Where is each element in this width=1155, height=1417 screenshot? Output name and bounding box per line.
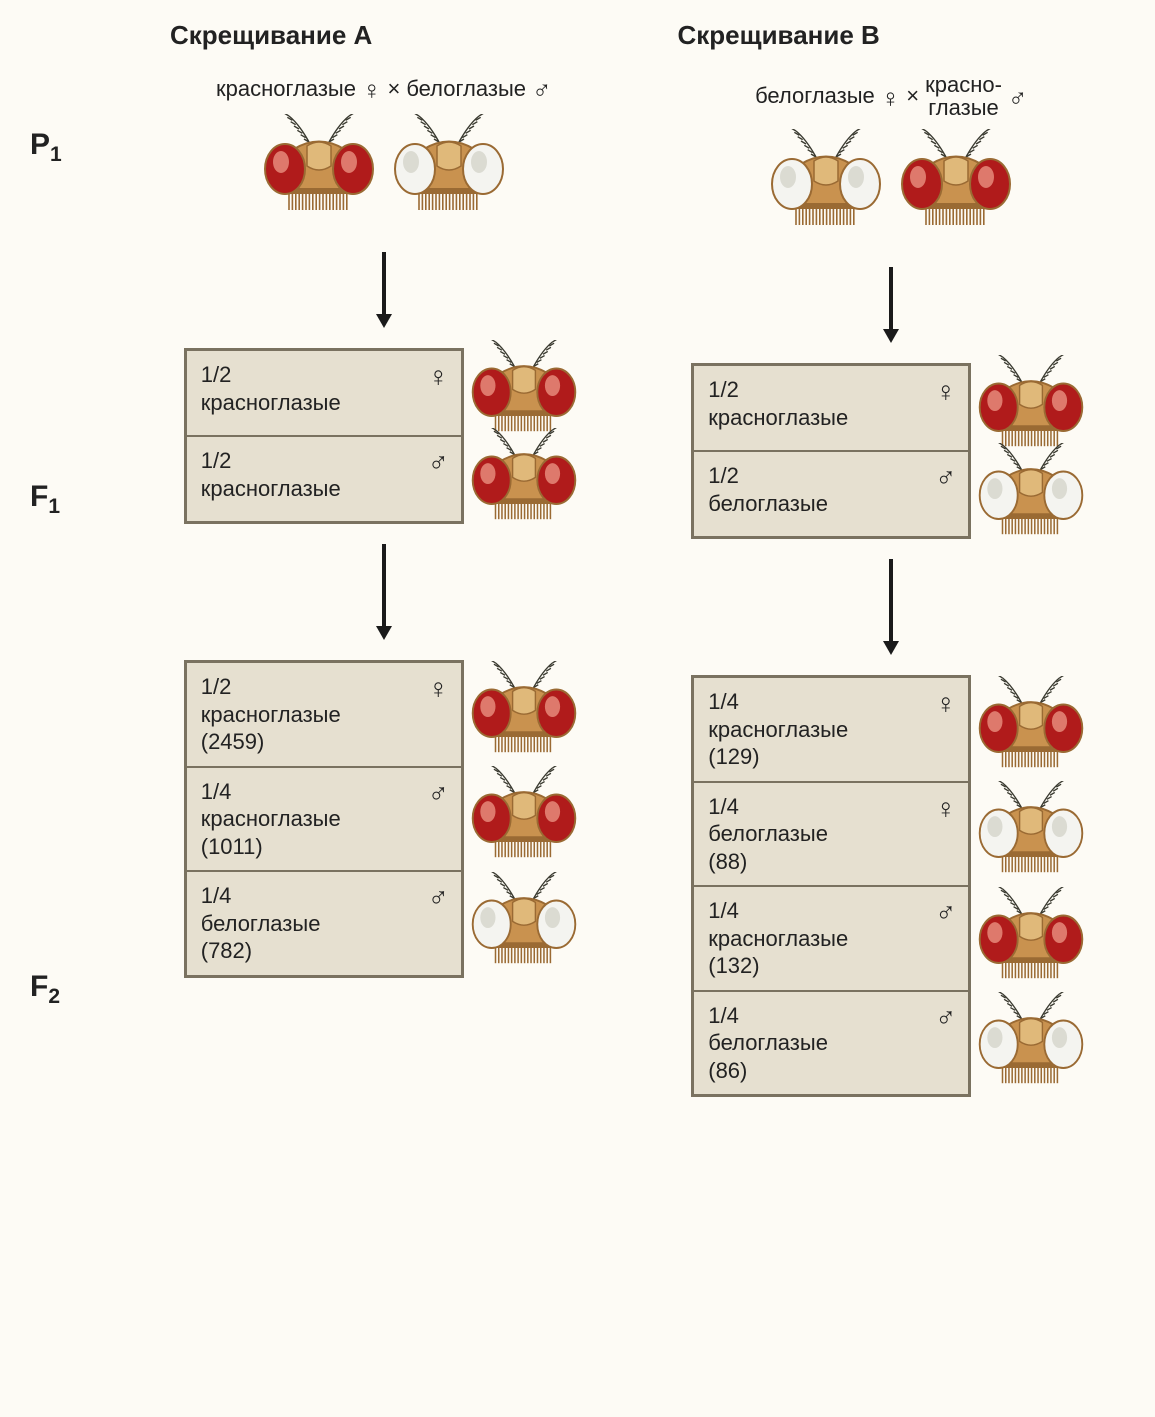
male-symbol-icon: ♂: [935, 895, 956, 930]
cross-a-f2-wrap: 1/2красноглазые(2459)♀1/4красноглазые(10…: [184, 660, 584, 978]
cross-b-p1-flies: [766, 129, 1016, 239]
generation-label-f1: F1: [30, 480, 60, 519]
cross-symbol: ×: [387, 76, 400, 102]
cross-b-f2-table: 1/4красноглазые(129)♀1/4белоглазые(88)♀1…: [691, 675, 971, 1097]
result-cell: 1/2красноглазые♀: [693, 365, 969, 451]
male-symbol-icon: ♂: [532, 75, 552, 106]
genetics-cross-diagram: P1 F1 F2 Скрещивание A красноглазые ♀ × …: [30, 20, 1125, 1097]
female-symbol-icon: ♀: [935, 686, 956, 721]
male-symbol-icon: ♂: [1008, 83, 1028, 114]
cross-b-f1-wrap: 1/2красноглазые♀1/2белоглазые♂: [691, 363, 1091, 539]
cross-b-f2-wrap: 1/4красноглазые(129)♀1/4белоглазые(88)♀1…: [691, 675, 1091, 1097]
generation-labels-column: P1 F1 F2: [30, 20, 90, 1097]
male-symbol-icon: ♂: [935, 1000, 956, 1035]
cross-a-column: Скрещивание A красноглазые ♀ × белоглазы…: [150, 20, 618, 1097]
fly-icon: [971, 992, 1091, 1097]
fly-icon: [971, 675, 1091, 780]
result-cell: 1/2красноглазые♀: [186, 350, 462, 436]
fly-icon: [464, 872, 584, 977]
fly-icon: [464, 660, 584, 765]
male-symbol-icon: ♂: [935, 460, 956, 495]
cross-a-p1-female-label: красноглазые: [216, 76, 356, 102]
fly-column: [464, 348, 584, 524]
cross-b-p1-line: белоглазые ♀ × красно- глазые ♂: [755, 73, 1027, 119]
fly-icon: [766, 129, 886, 239]
fly-head-icon: [974, 781, 1088, 886]
cross-a-p1-male-label: белоглазые: [406, 76, 526, 102]
fly-icon: [259, 114, 379, 224]
fly-icon: [389, 114, 509, 224]
cross-symbol: ×: [906, 83, 919, 109]
fly-head-icon: [467, 872, 581, 977]
cross-b-p1-male-label: красно- глазые: [925, 73, 1002, 119]
female-symbol-icon: ♀: [428, 671, 449, 706]
fly-icon: [971, 364, 1091, 450]
cross-a-f1-wrap: 1/2красноглазые♀1/2красноглазые♂: [184, 348, 584, 524]
cross-b-column: Скрещивание B белоглазые ♀ × красно- гла…: [658, 20, 1126, 1097]
result-cell: 1/4красноглазые(132)♂: [693, 886, 969, 991]
female-symbol-icon: ♀: [362, 75, 382, 106]
fly-column: [464, 660, 584, 978]
result-cell: 1/2белоглазые♂: [693, 451, 969, 537]
result-cell: 1/2красноглазые(2459)♀: [186, 662, 462, 767]
female-symbol-icon: ♀: [935, 374, 956, 409]
fly-head-icon: [259, 114, 379, 224]
male-symbol-icon: ♂: [428, 445, 449, 480]
arrow-down-icon: [372, 542, 396, 642]
female-symbol-icon: ♀: [881, 83, 901, 114]
fly-icon: [971, 452, 1091, 538]
generation-label-f2: F2: [30, 970, 60, 1009]
arrow-down-icon: [372, 250, 396, 330]
result-cell: 1/4белоглазые(86)♂: [693, 991, 969, 1096]
fly-icon: [464, 437, 584, 523]
fly-head-icon: [389, 114, 509, 224]
male-symbol-icon: ♂: [428, 880, 449, 915]
cross-a-p1-flies: [259, 114, 509, 224]
fly-column: [971, 675, 1091, 1097]
fly-icon: [464, 766, 584, 871]
generation-label-p1: P1: [30, 128, 62, 167]
cross-b-title: Скрещивание B: [678, 20, 880, 51]
cross-b-p1-female-label: белоглазые: [755, 83, 875, 109]
fly-head-icon: [766, 129, 886, 239]
cross-a-p1-line: красноглазые ♀ × белоглазые ♂: [216, 73, 552, 104]
cross-a-title: Скрещивание A: [170, 20, 372, 51]
cross-a-f1-table: 1/2красноглазые♀1/2красноглазые♂: [184, 348, 464, 524]
fly-icon: [971, 886, 1091, 991]
result-cell: 1/2красноглазые♂: [186, 436, 462, 522]
result-cell: 1/4белоглазые(88)♀: [693, 782, 969, 887]
fly-head-icon: [974, 443, 1088, 548]
female-symbol-icon: ♀: [428, 359, 449, 394]
arrow-down-icon: [879, 265, 903, 345]
result-cell: 1/4белоглазые(782)♂: [186, 871, 462, 976]
fly-head-icon: [467, 766, 581, 871]
result-cell: 1/4красноглазые(129)♀: [693, 677, 969, 782]
fly-head-icon: [974, 887, 1088, 992]
cross-b-f1-table: 1/2красноглазые♀1/2белоглазые♂: [691, 363, 971, 539]
result-cell: 1/4красноглазые(1011)♂: [186, 767, 462, 872]
cross-columns: Скрещивание A красноглазые ♀ × белоглазы…: [150, 20, 1125, 1097]
cross-a-f2-table: 1/2красноглазые(2459)♀1/4красноглазые(10…: [184, 660, 464, 978]
arrow-down-icon: [879, 557, 903, 657]
fly-head-icon: [896, 129, 1016, 239]
fly-column: [971, 363, 1091, 539]
male-symbol-icon: ♂: [428, 776, 449, 811]
fly-head-icon: [467, 661, 581, 766]
fly-head-icon: [974, 992, 1088, 1097]
fly-icon: [464, 349, 584, 435]
fly-icon: [971, 781, 1091, 886]
female-symbol-icon: ♀: [935, 791, 956, 826]
fly-head-icon: [974, 676, 1088, 781]
fly-icon: [896, 129, 1016, 239]
fly-head-icon: [467, 428, 581, 533]
